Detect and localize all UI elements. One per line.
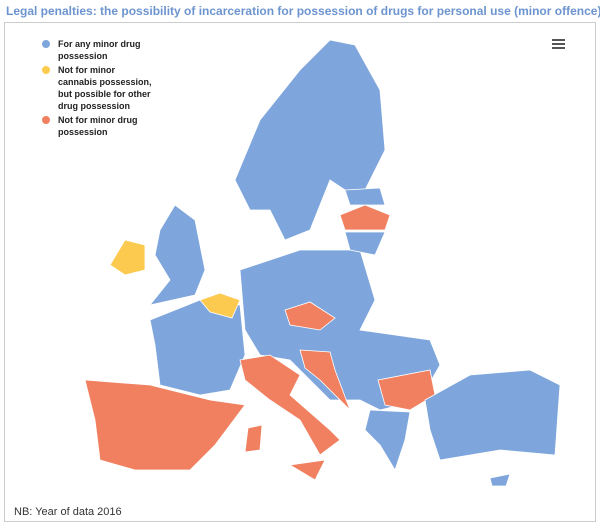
legend-item[interactable]: Not for minor cannabis possession, but p… xyxy=(42,64,152,112)
legend: For any minor drug possession Not for min… xyxy=(42,38,152,140)
italy xyxy=(239,354,341,456)
legend-label: Not for minor cannabis possession, but p… xyxy=(58,65,152,111)
title: Legal penalties: the possibility of inca… xyxy=(6,4,600,18)
croatia xyxy=(299,349,351,411)
legend-item[interactable]: For any minor drug possession xyxy=(42,38,152,62)
sicily xyxy=(288,459,326,481)
estonia xyxy=(344,187,386,206)
legend-item[interactable]: Not for minor drug possession xyxy=(42,114,152,138)
czechia xyxy=(284,301,336,331)
latvia xyxy=(339,204,391,231)
legend-marker xyxy=(42,116,50,124)
iberia xyxy=(84,379,246,471)
cyprus xyxy=(489,473,511,487)
map-frame xyxy=(4,22,596,522)
uk xyxy=(148,204,206,306)
turkey xyxy=(424,369,561,461)
sardinia xyxy=(244,424,263,453)
belgium xyxy=(199,292,241,319)
greece xyxy=(364,409,411,471)
bulgaria xyxy=(377,369,436,411)
legend-label: For any minor drug possession xyxy=(58,39,141,61)
note: NB: Year of data 2016 xyxy=(14,506,122,518)
legend-marker xyxy=(42,66,50,74)
menu-icon[interactable] xyxy=(552,39,565,49)
legend-label: Not for minor drug possession xyxy=(58,115,138,137)
legend-marker xyxy=(42,40,50,48)
ireland xyxy=(109,239,146,276)
lithuania xyxy=(344,231,386,256)
